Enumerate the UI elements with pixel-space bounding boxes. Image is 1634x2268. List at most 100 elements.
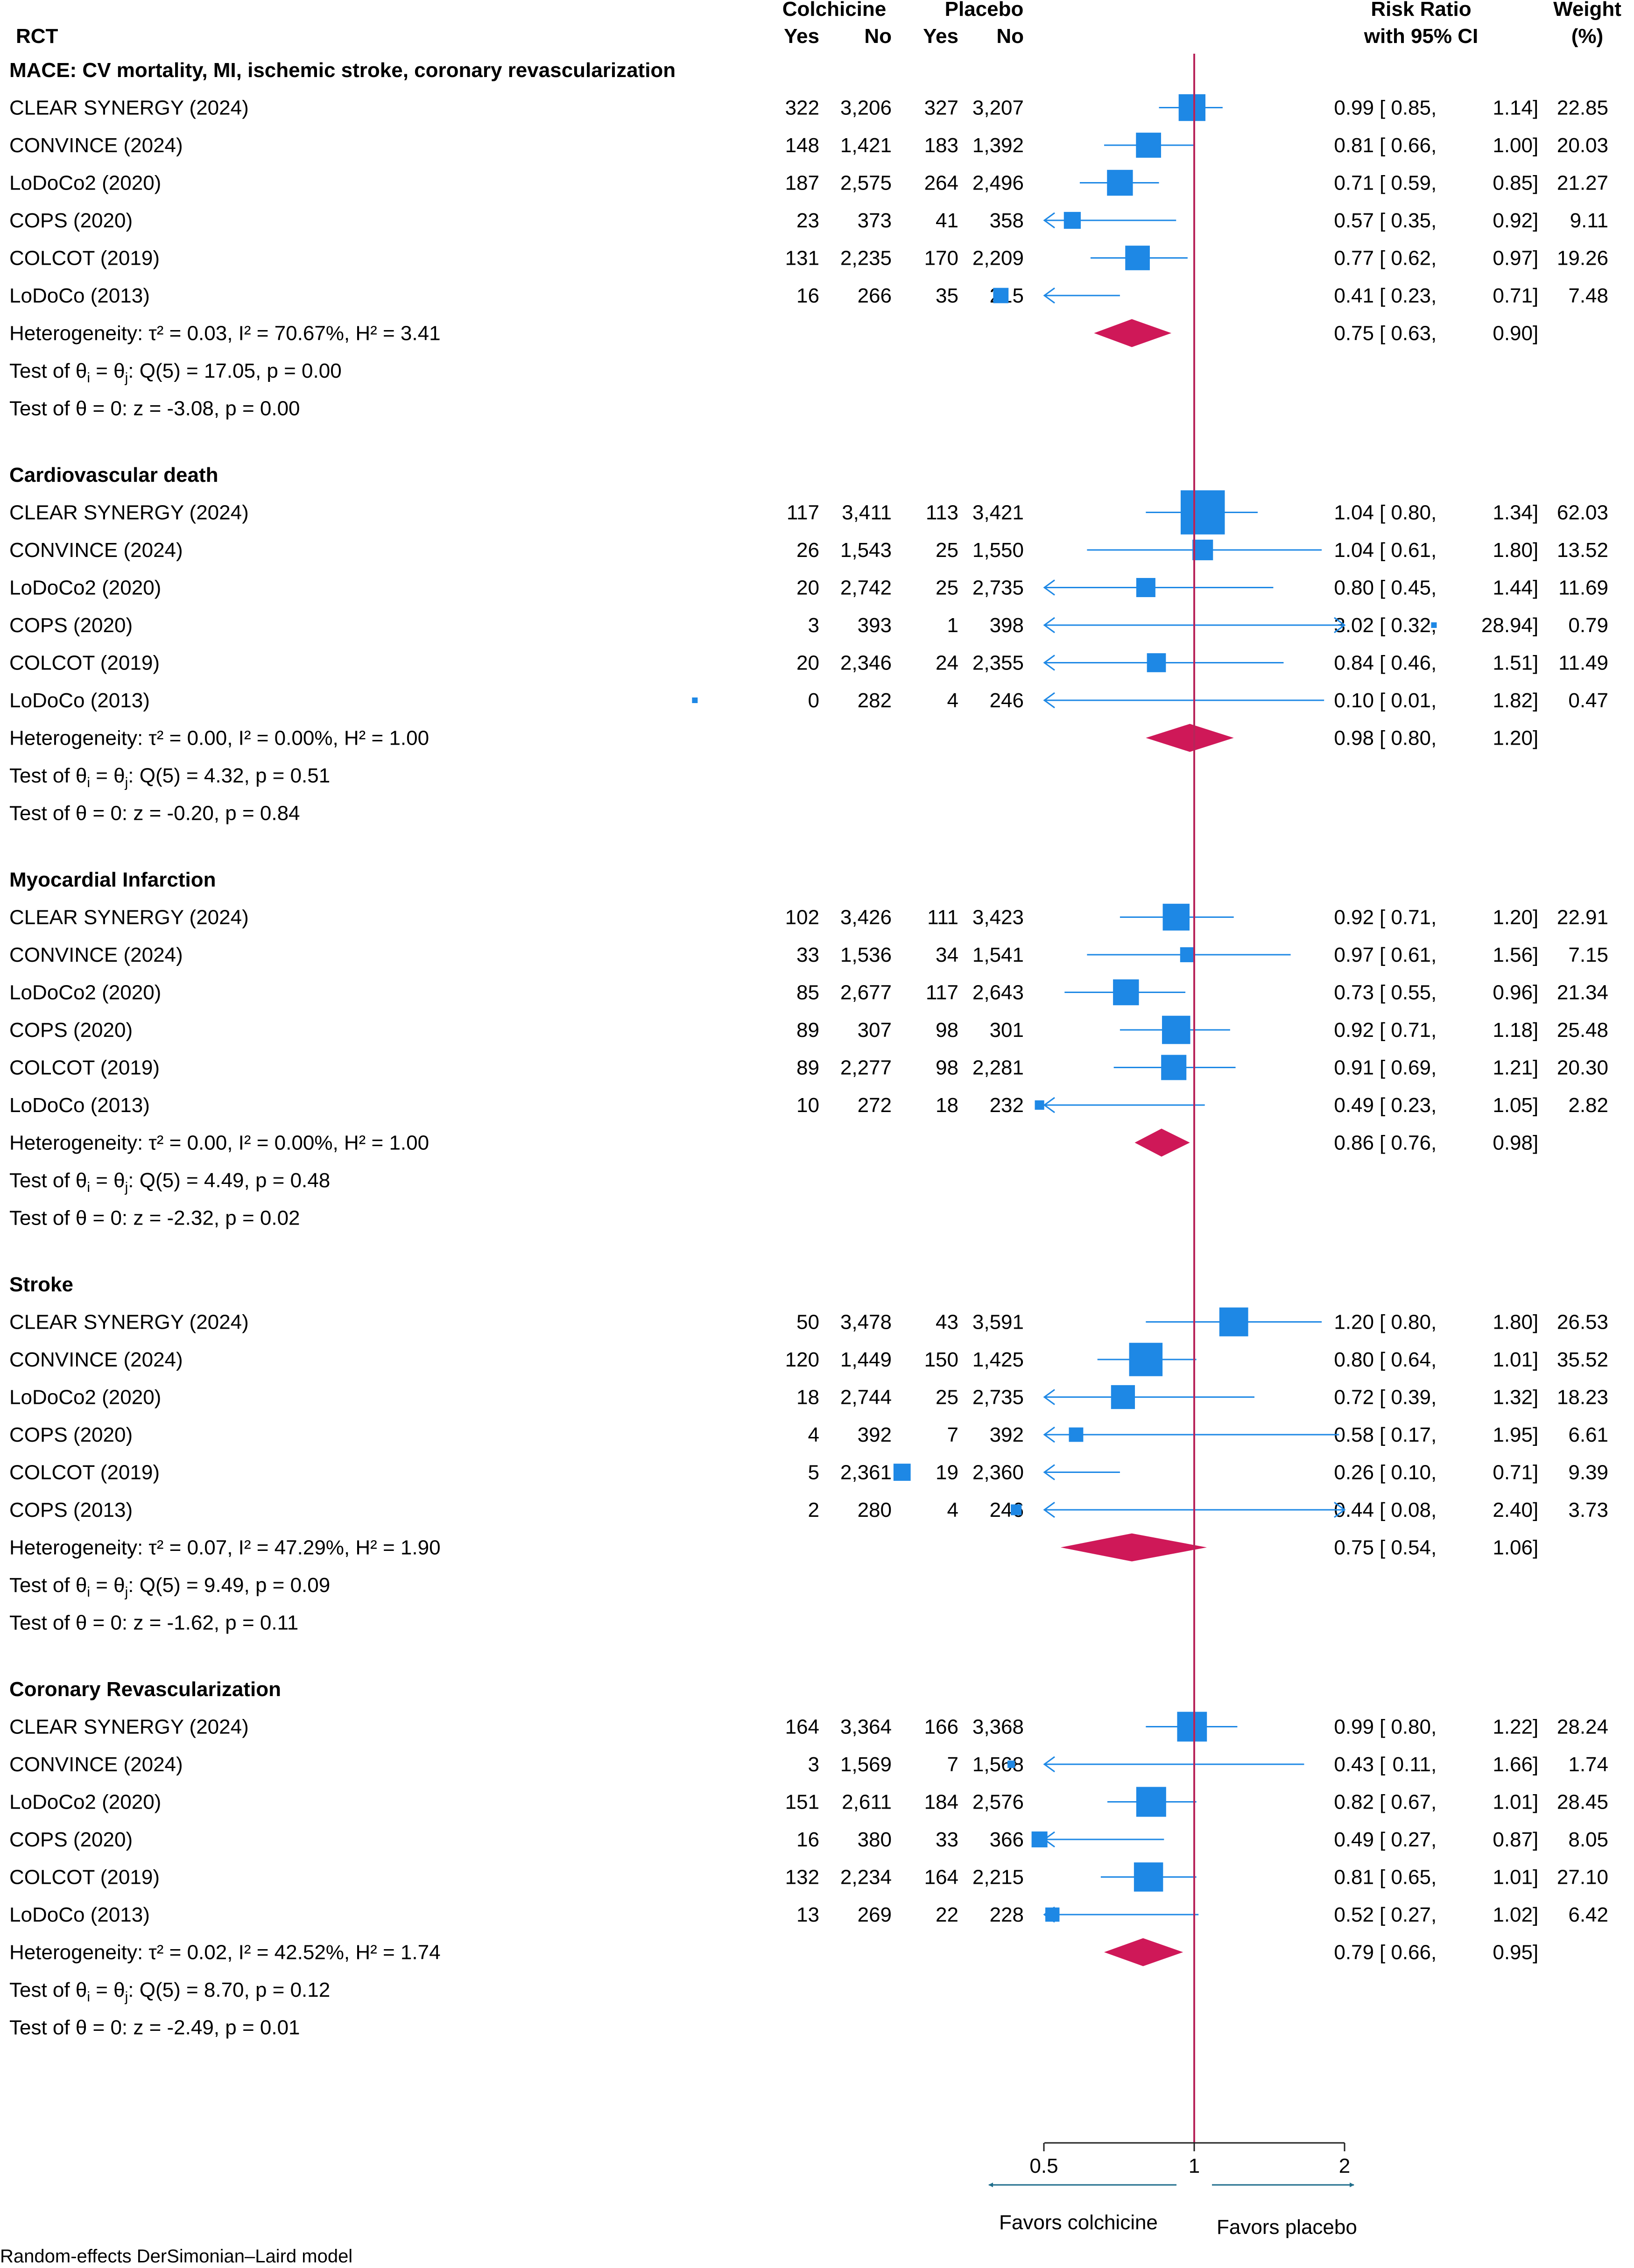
ci-bracket-open: [	[1380, 1536, 1385, 1559]
ci-bracket-close: ]	[1533, 501, 1538, 524]
ci-bracket-open: [	[1380, 652, 1385, 675]
ci-bracket-open: [	[1380, 689, 1385, 712]
favors-placebo-label: Favors placebo	[1217, 2216, 1357, 2239]
pooled-diamond	[1134, 1128, 1190, 1157]
colchicine-no-count: 1,543	[840, 539, 892, 562]
ci-separator: ,	[1431, 944, 1437, 966]
ci-separator: ,	[1431, 1753, 1437, 1776]
ci-lower-value: 0.65	[1391, 1866, 1431, 1889]
colchicine-yes-count: 3	[808, 614, 819, 637]
ci-lower-value: 0.32	[1391, 614, 1431, 637]
ci-separator: ,	[1431, 1941, 1437, 1964]
placebo-yes-count: 25	[936, 539, 958, 562]
placebo-yes-count: 25	[936, 577, 958, 599]
weight-value: 25.48	[1557, 1019, 1608, 1042]
ci-separator: ,	[1431, 97, 1437, 120]
ci-bracket-open: [	[1380, 614, 1385, 637]
colchicine-no-count: 392	[858, 1423, 892, 1446]
colchicine-no-count: 307	[858, 1019, 892, 1042]
study-square	[1045, 1907, 1060, 1922]
ci-upper-value: 1.80	[1493, 1311, 1533, 1334]
pooled-ci-lower-value: 0.80	[1391, 727, 1431, 750]
ci-upper-value: 0.92	[1493, 209, 1533, 232]
ci-upper-value: 0.97	[1493, 247, 1533, 270]
placebo-no-count: 1,568	[972, 1753, 1024, 1776]
weight-value: 7.15	[1568, 944, 1608, 966]
study-name: CONVINCE (2024)	[9, 1348, 183, 1371]
placebo-yes-count: 98	[936, 1019, 958, 1042]
study-name: CLEAR SYNERGY (2024)	[9, 1716, 249, 1739]
weight-value: 13.52	[1557, 539, 1608, 562]
heterogeneity-text: Heterogeneity: τ² = 0.00, I² = 0.00%, H²…	[9, 1132, 429, 1155]
placebo-no-count: 3,368	[972, 1716, 1024, 1739]
study-name: CLEAR SYNERGY (2024)	[9, 97, 249, 120]
homogeneity-test-text: Test of θi = θj: Q(5) = 17.05, p = 0.00	[9, 359, 342, 386]
placebo-no-count: 1,425	[972, 1348, 1024, 1371]
weight-value: 27.10	[1557, 1866, 1608, 1889]
ci-bracket-close: ]	[1533, 1536, 1538, 1559]
study-name: COPS (2020)	[9, 614, 133, 637]
ci-lower-value: 0.80	[1391, 501, 1431, 524]
ci-bracket-close: ]	[1533, 172, 1538, 195]
weight-value: 21.27	[1557, 172, 1608, 195]
study-square	[1192, 539, 1213, 561]
ci-bracket-close: ]	[1533, 614, 1538, 637]
ci-bracket-open: [	[1380, 97, 1385, 120]
placebo-yes-count: 35	[936, 284, 958, 307]
ci-upper-value: 1.80	[1493, 539, 1533, 562]
ci-separator: ,	[1431, 981, 1437, 1004]
ci-bracket-open: [	[1380, 1461, 1385, 1484]
weight-value: 20.03	[1557, 134, 1608, 157]
ci-arrow-left	[1043, 1389, 1055, 1405]
study-name: CONVINCE (2024)	[9, 539, 183, 562]
ci-bracket-close: ]	[1533, 1057, 1538, 1079]
colchicine-yes-count: 85	[796, 981, 819, 1004]
pooled-diamond	[1146, 724, 1234, 752]
placebo-no-count: 3,423	[972, 906, 1024, 929]
placebo-no-count: 366	[990, 1828, 1024, 1851]
colchicine-no-count: 282	[858, 689, 892, 712]
ci-bracket-close: ]	[1533, 247, 1538, 270]
risk-ratio-value: 0.57	[1334, 209, 1374, 232]
pooled-risk-ratio-value: 0.98	[1334, 727, 1374, 750]
ci-lower-value: 0.23	[1391, 284, 1431, 307]
ci-separator: ,	[1431, 1903, 1437, 1926]
ci-separator: ,	[1431, 1057, 1437, 1079]
colchicine-yes-count: 3	[808, 1753, 819, 1776]
placebo-no-count: 2,281	[972, 1057, 1024, 1079]
placebo-yes-count: 166	[924, 1716, 958, 1739]
placebo-yes-count: 24	[936, 652, 958, 675]
colchicine-yes-count: 13	[796, 1903, 819, 1926]
ci-upper-value: 1.56	[1493, 944, 1533, 966]
ci-lower-value: 0.39	[1391, 1386, 1431, 1409]
ci-bracket-open: [	[1380, 1386, 1385, 1409]
ci-bracket-close: ]	[1533, 689, 1538, 712]
ci-lower-value: 0.46	[1391, 652, 1431, 675]
weight-value: 19.26	[1557, 247, 1608, 270]
placebo-no-count: 2,735	[972, 1386, 1024, 1409]
risk-ratio-value: 0.91	[1334, 1057, 1374, 1079]
colchicine-yes-count: 26	[796, 539, 819, 562]
pooled-ci-lower-value: 0.54	[1391, 1536, 1431, 1559]
weight-value: 0.47	[1568, 689, 1608, 712]
colchicine-no-count: 3,411	[842, 501, 892, 524]
pooled-ci-upper-value: 0.90	[1493, 322, 1533, 345]
colchicine-yes-count: 131	[785, 247, 819, 270]
placebo-no-count: 358	[990, 209, 1024, 232]
study-square	[1129, 1343, 1163, 1376]
x-axis-tick-label: 2	[1339, 2155, 1350, 2177]
ci-separator: ,	[1431, 1423, 1437, 1446]
colchicine-yes-count: 148	[785, 134, 819, 157]
ci-lower-value: 0.23	[1391, 1094, 1431, 1117]
ci-separator: ,	[1431, 209, 1437, 232]
group-title: Stroke	[9, 1273, 73, 1296]
ci-upper-value: 1.20	[1493, 906, 1533, 929]
colchicine-no-count: 380	[858, 1828, 892, 1851]
weight-value: 11.49	[1558, 652, 1608, 675]
ci-separator: ,	[1431, 1311, 1437, 1334]
ci-separator: ,	[1431, 689, 1437, 712]
ci-bracket-close: ]	[1533, 284, 1538, 307]
study-name: LoDoCo (2013)	[9, 284, 150, 307]
header-placebo: Placebo	[945, 0, 1024, 21]
ci-separator: ,	[1431, 1499, 1437, 1521]
